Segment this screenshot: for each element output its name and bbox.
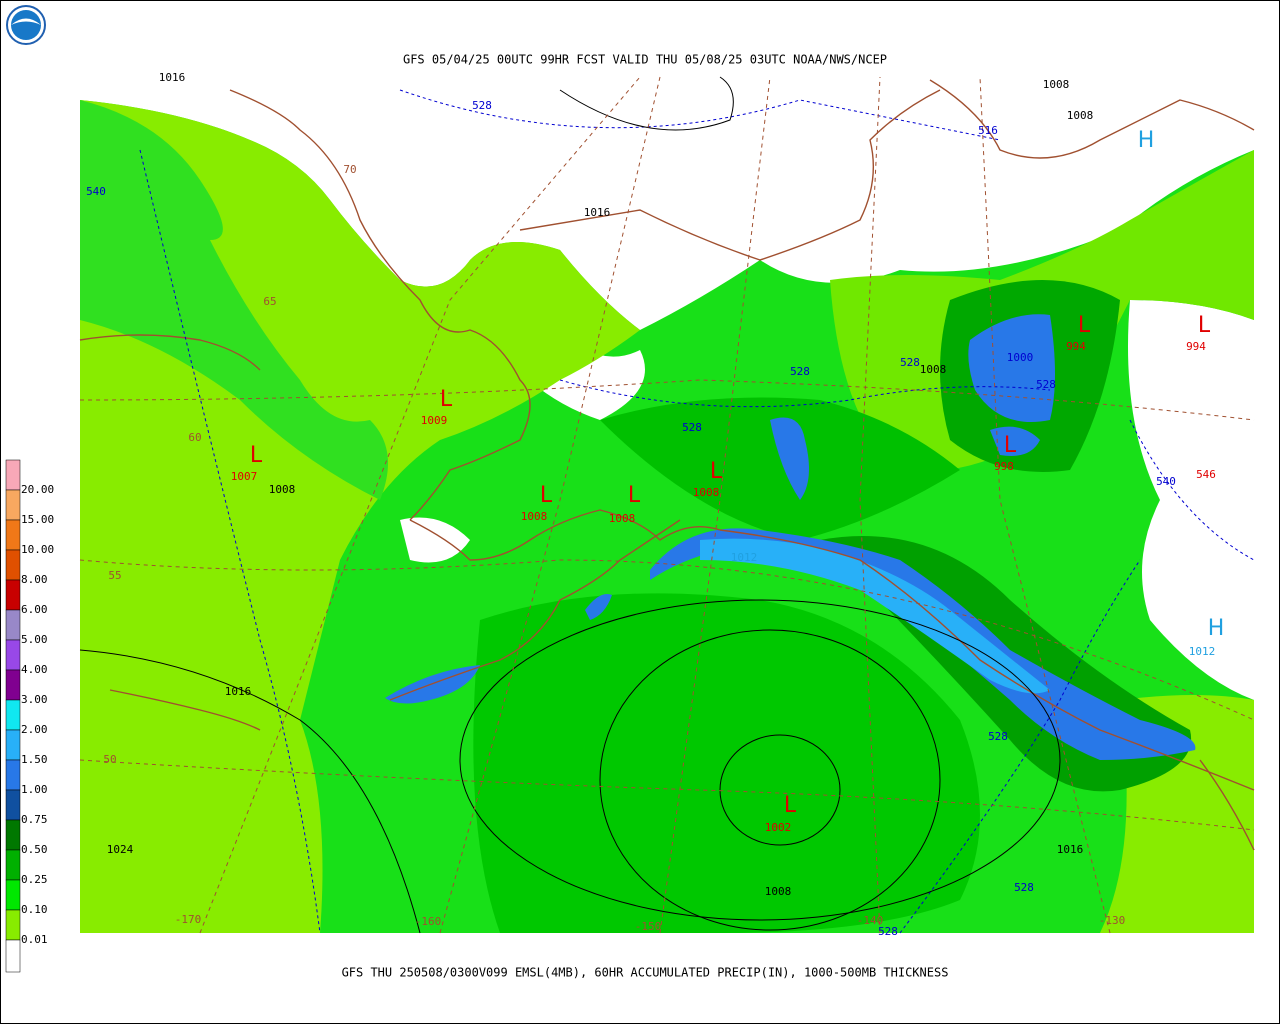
- legend-label: 5.00: [21, 633, 48, 646]
- contour-label: 516: [978, 124, 998, 137]
- legend-swatch: [5, 699, 21, 731]
- legend-swatch: [5, 879, 21, 911]
- contour-label: 1008: [1067, 109, 1094, 122]
- contour-label: 528: [472, 99, 492, 112]
- precip-legend: 20.00 15.00 10.00 8.00 6.00 5.00 4.00 3.00 2.00 1…: [5, 459, 54, 973]
- contour-label: 528: [682, 421, 702, 434]
- pressure-center: H: [1208, 616, 1225, 641]
- legend-swatch: [5, 459, 21, 491]
- contour-label: 1008: [920, 363, 947, 376]
- contour-label: 1008: [609, 512, 636, 525]
- contour-label: 1009: [421, 414, 448, 427]
- contour-label: 1008: [1043, 78, 1070, 91]
- contour-label: 998: [994, 460, 1014, 473]
- contour-label: 1024: [107, 843, 134, 856]
- contour-label: 65: [263, 295, 276, 308]
- legend-label: 0.50: [21, 843, 48, 856]
- contour-label: 60: [188, 431, 201, 444]
- contour-label: 1000: [1007, 351, 1034, 364]
- pressure-center: H: [1138, 128, 1155, 153]
- legend-swatch: [5, 489, 21, 521]
- contour-label: 540: [1156, 475, 1176, 488]
- legend-swatch: [5, 609, 21, 641]
- legend-label: 0.75: [21, 813, 48, 826]
- map-title: GFS 05/04/25 00UTC 99HR FCST VALID THU 0…: [403, 53, 887, 67]
- legend-swatch: [5, 579, 21, 611]
- legend-label: 3.00: [21, 693, 48, 706]
- contour-label: 1016: [159, 71, 186, 84]
- legend-swatch: [5, 669, 21, 701]
- contour-label: -150: [635, 920, 662, 933]
- legend-label: 4.00: [21, 663, 48, 676]
- map-caption: GFS THU 250508/0300V099 EMSL(4MB), 60HR …: [342, 966, 949, 980]
- pressure-center: L: [1004, 433, 1017, 458]
- contour-label: 540: [86, 185, 106, 198]
- pressure-center: L: [540, 483, 553, 508]
- contours: [79, 76, 1255, 934]
- contour-label: 1016: [1057, 843, 1084, 856]
- pressure-center: L: [628, 483, 641, 508]
- legend-label: 8.00: [21, 573, 48, 586]
- contour-label: 1016: [225, 685, 252, 698]
- legend-label: 1.00: [21, 783, 48, 796]
- coastlines: [79, 79, 1255, 851]
- legend-swatch: [5, 639, 21, 671]
- contour-label: 1016: [584, 206, 611, 219]
- pressure-center: L: [250, 443, 263, 468]
- contour-label: 1012: [1189, 645, 1216, 658]
- contour-label: 55: [108, 569, 121, 582]
- contour-label: 1008: [693, 486, 720, 499]
- contour-label: 70: [343, 163, 356, 176]
- contour-label: 1007: [231, 470, 258, 483]
- contour-label: 528: [790, 365, 810, 378]
- contour-label: 528: [900, 356, 920, 369]
- pressure-center: L: [1078, 313, 1091, 338]
- legend-swatch: [5, 549, 21, 581]
- contour-label: -170: [175, 913, 202, 926]
- contour-label: 1008: [521, 510, 548, 523]
- contour-label: -160: [415, 915, 442, 928]
- contour-label: 1002: [765, 821, 792, 834]
- legend-swatch: [5, 519, 21, 551]
- legend-label: 1.50: [21, 753, 48, 766]
- contour-label: 528: [988, 730, 1008, 743]
- contour-label: 1008: [269, 483, 296, 496]
- legend-label: 2.00: [21, 723, 48, 736]
- pressure-center: L: [440, 387, 453, 412]
- pressure-center: L: [784, 793, 797, 818]
- legend-swatch: [5, 939, 21, 973]
- legend-swatch: [5, 759, 21, 791]
- legend-swatch: [5, 729, 21, 761]
- legend-label: 0.10: [21, 903, 48, 916]
- legend-swatch: [5, 849, 21, 881]
- contour-label: -130: [1099, 914, 1126, 927]
- contour-label: 1008: [765, 885, 792, 898]
- legend-label: 6.00: [21, 603, 48, 616]
- contour-label: 528: [878, 925, 898, 938]
- pressure-center: L: [1198, 313, 1211, 338]
- legend-label: 20.00: [21, 483, 54, 496]
- contour-label: 1012: [731, 551, 758, 564]
- contour-label: 994: [1066, 340, 1086, 353]
- contour-label: 50: [103, 753, 116, 766]
- noaa-logo: [6, 5, 46, 45]
- pressure-center: L: [710, 459, 723, 484]
- legend-label: 10.00: [21, 543, 54, 556]
- legend-label: 0.25: [21, 873, 48, 886]
- legend-swatch: [5, 789, 21, 821]
- contour-label: 994: [1186, 340, 1206, 353]
- contour-label: 528: [1014, 881, 1034, 894]
- contour-label: 528: [1036, 378, 1056, 391]
- legend-label: 0.01: [21, 933, 48, 946]
- contour-label: 546: [1196, 468, 1216, 481]
- legend-swatch: [5, 819, 21, 851]
- contour-label: -140: [857, 914, 884, 927]
- legend-label: 15.00: [21, 513, 54, 526]
- legend-swatch: [5, 909, 21, 941]
